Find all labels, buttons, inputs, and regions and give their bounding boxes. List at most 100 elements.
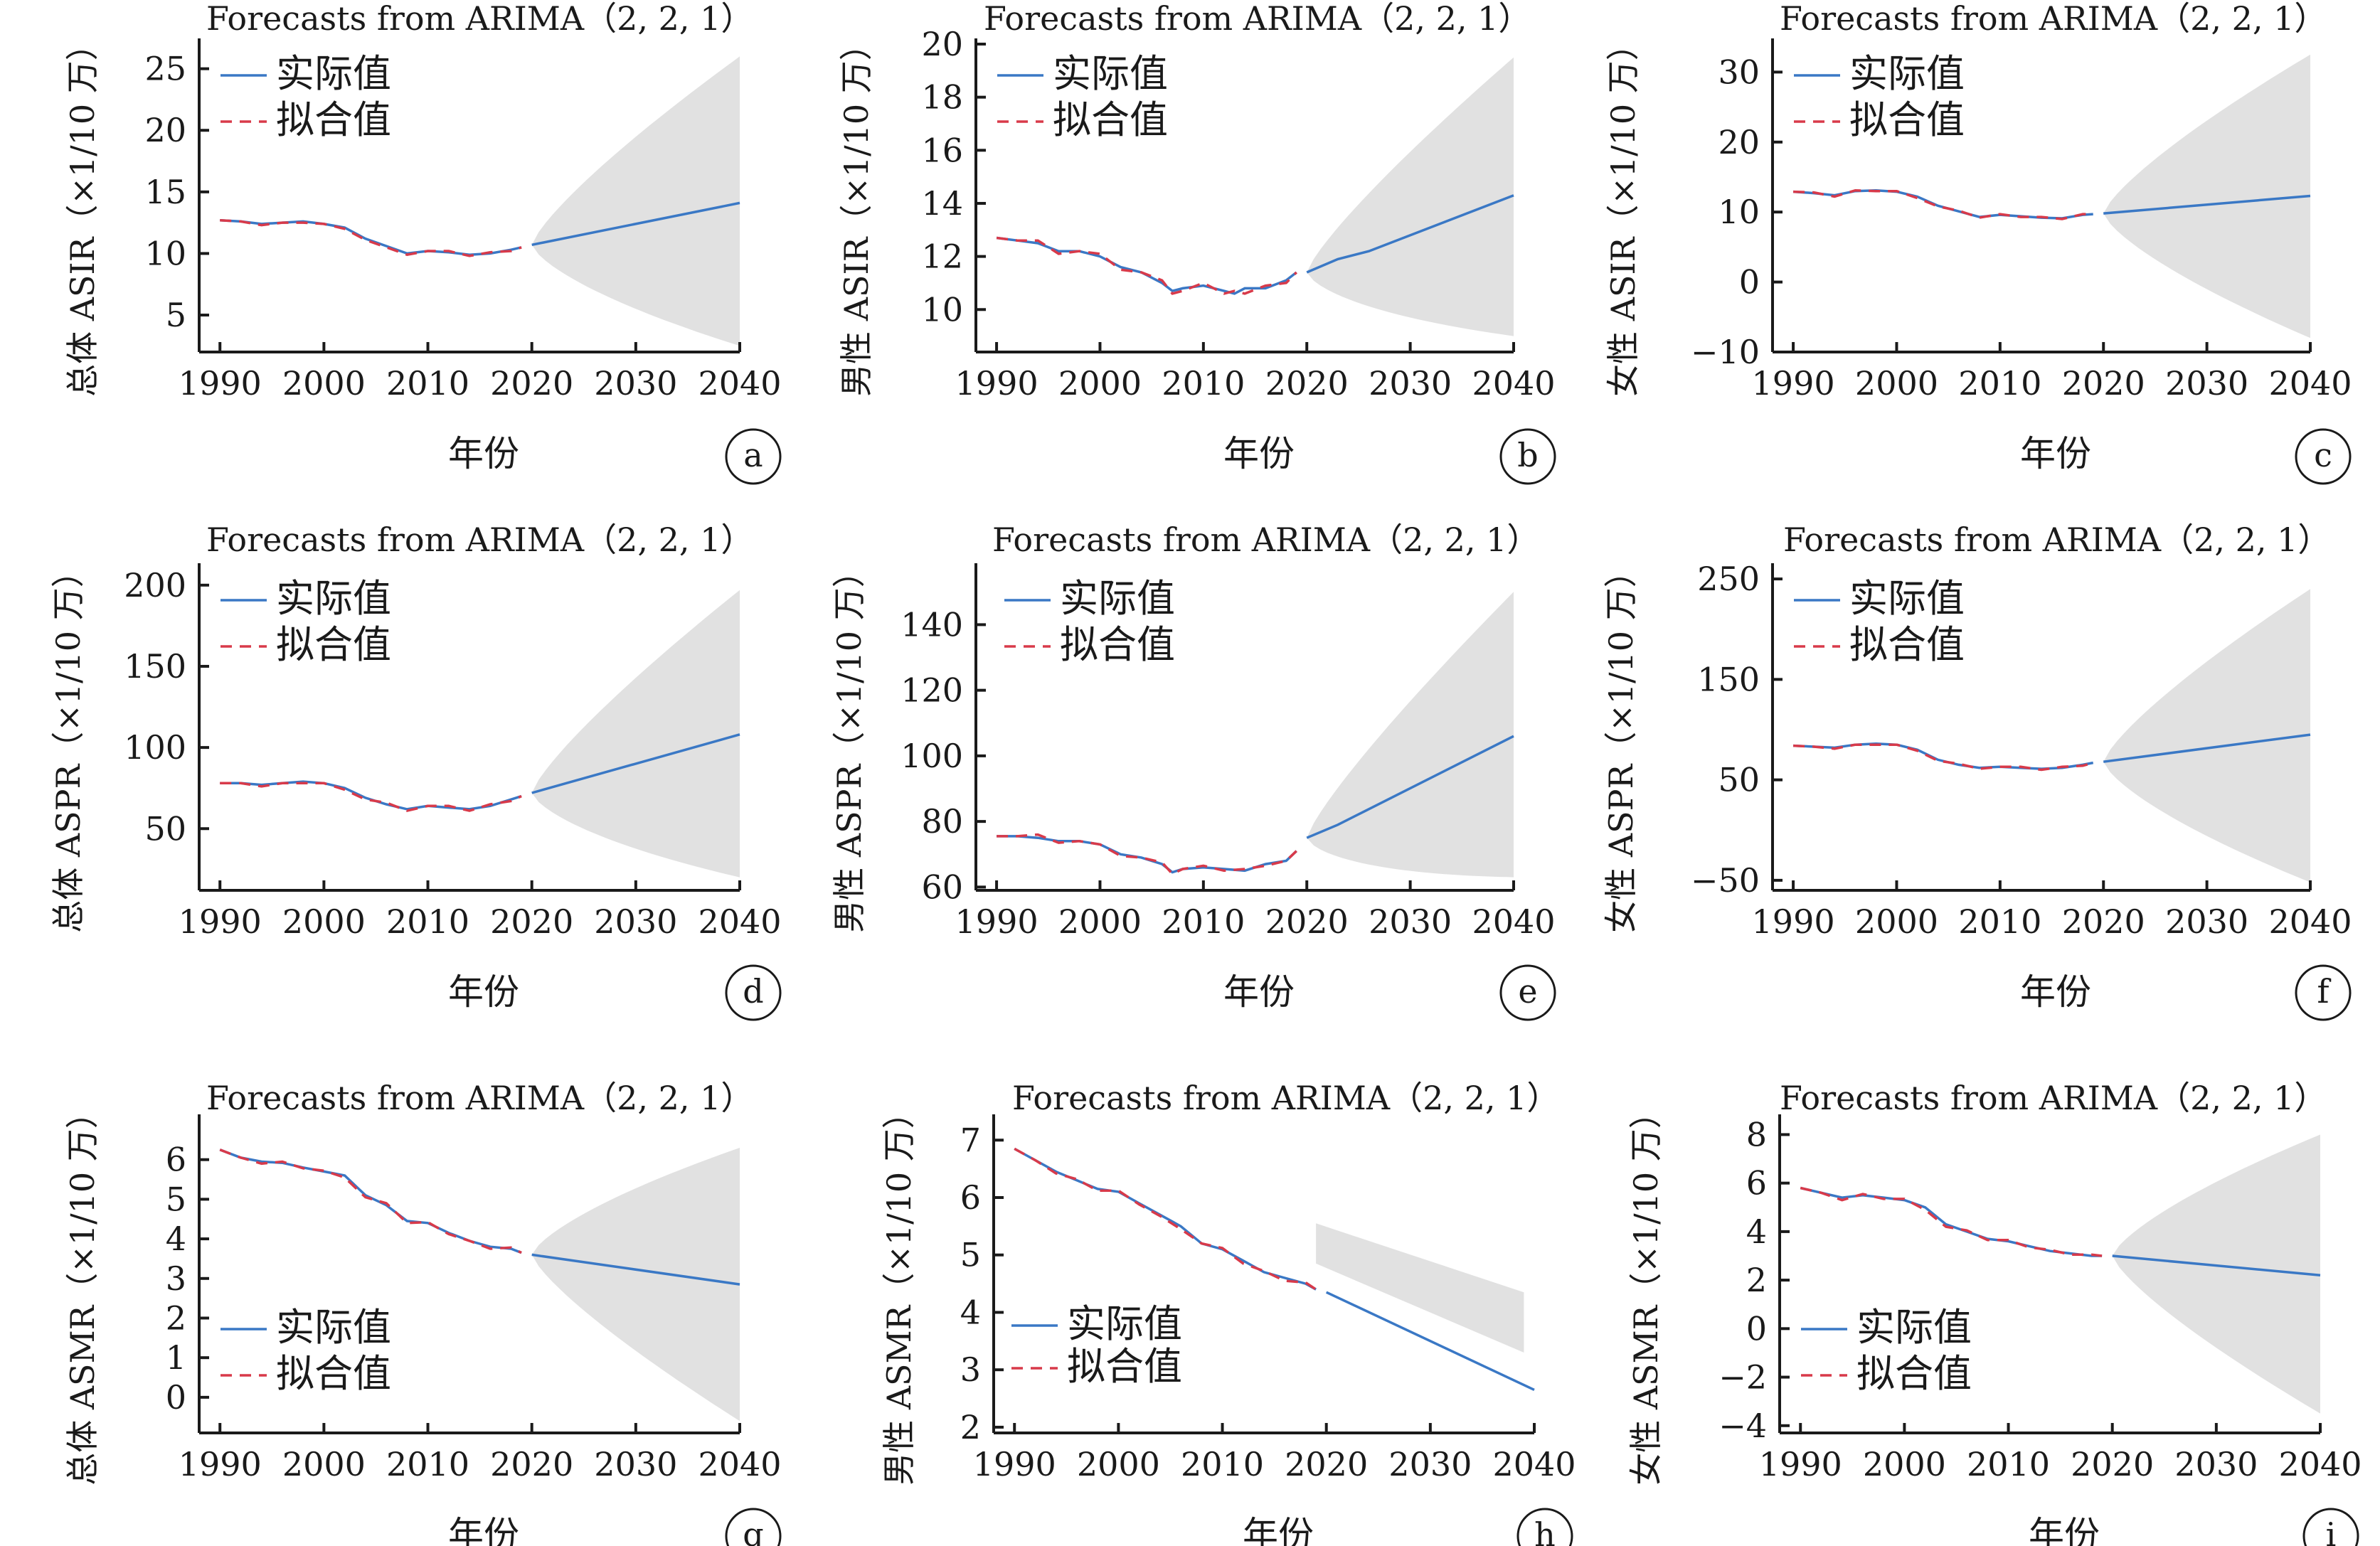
forecast-line	[1325, 1291, 1535, 1391]
y-axis-label: 总体 ASMR（×1/10 万）	[63, 1096, 102, 1486]
legend-fitted-label: 拟合值	[276, 1351, 391, 1396]
y-tick-label: 100	[124, 728, 186, 767]
legend-actual-label: 实际值	[276, 51, 391, 96]
x-tick-label: 2040	[1492, 1445, 1576, 1483]
chart-title: Forecasts from ARIMA（2, 2, 1）	[1780, 0, 2327, 38]
series-fitted-line	[1800, 1186, 2103, 1257]
y-tick-label: 12	[921, 238, 963, 276]
panel-label: i	[2326, 1515, 2337, 1546]
y-axis-label: 男性 ASPR（×1/10 万）	[830, 555, 868, 932]
forecast-band	[531, 56, 740, 346]
panel-label-circle	[1499, 428, 1556, 485]
y-tick-label: 60	[921, 868, 963, 906]
x-tick-label: 1990	[955, 902, 1038, 941]
x-tick-label: 2030	[594, 902, 677, 941]
x-tick-label: 2000	[1058, 902, 1142, 941]
x-tick-label: 2040	[2278, 1445, 2362, 1483]
panel-label-circle	[2302, 1508, 2359, 1546]
x-axis-label: 年份	[2020, 971, 2091, 1013]
legend-fitted-label: 拟合值	[276, 97, 391, 142]
x-tick-label: 2040	[698, 902, 781, 941]
panel-label: e	[1518, 972, 1537, 1011]
forecast-line	[531, 201, 740, 247]
y-tick-label: 1	[166, 1338, 186, 1377]
x-tick-label: 2000	[1077, 1445, 1160, 1483]
x-tick-label: 2000	[282, 902, 366, 941]
forecast-band	[1307, 57, 1514, 336]
y-tick-label: 20	[144, 111, 186, 149]
y-tick-label: 18	[921, 78, 963, 117]
y-tick-label: 2	[960, 1408, 981, 1446]
series-fitted-line	[1793, 743, 2094, 772]
y-tick-label: 6	[1746, 1164, 1767, 1203]
x-tick-label: 2040	[2268, 364, 2352, 403]
forecast-line	[531, 1253, 740, 1286]
y-tick-label: 10	[144, 234, 186, 272]
y-tick-label: 30	[1718, 53, 1760, 91]
y-tick-label: −4	[1718, 1407, 1767, 1445]
y-axis-label: 女性 ASPR（×1/10 万）	[1602, 555, 1640, 932]
forecast-band	[2103, 589, 2310, 883]
x-axis-label: 年份	[1223, 971, 1295, 1013]
x-tick-label: 1990	[179, 1445, 262, 1483]
chart-panel-e: 1990 2000 2010 2020 2030 2040 60 80 100 120 140 For…	[830, 521, 1556, 1021]
x-tick-label: 2010	[386, 364, 469, 403]
x-axis-label: 年份	[2020, 433, 2091, 474]
y-axis-label: 总体 ASIR（×1/10 万）	[63, 28, 102, 397]
y-tick-label: 50	[144, 809, 186, 848]
y-tick-label: 80	[921, 802, 963, 841]
y-tick-label: 50	[1718, 761, 1760, 799]
legend-actual-label: 实际值	[1053, 51, 1168, 96]
x-tick-label: 2000	[282, 364, 366, 403]
legend-actual-label: 实际值	[1067, 1301, 1182, 1346]
x-tick-label: 2020	[490, 1445, 573, 1483]
x-tick-label: 1990	[973, 1445, 1056, 1483]
y-tick-label: 20	[921, 25, 963, 63]
forecast-band	[2103, 54, 2310, 338]
panel-label: f	[2317, 972, 2331, 1011]
x-axis-label: 年份	[448, 971, 519, 1013]
x-tick-label: 2010	[1162, 902, 1245, 941]
forecast-band	[531, 590, 740, 878]
x-tick-label: 2030	[2165, 902, 2248, 941]
legend-fitted-label: 拟合值	[1067, 1344, 1182, 1389]
x-axis-label: 年份	[2029, 1514, 2100, 1546]
panel-label: c	[2314, 436, 2332, 474]
y-tick-label: 8	[1746, 1115, 1767, 1153]
chart-title: Forecasts from ARIMA（2, 2, 1）	[206, 521, 753, 559]
y-tick-label: 6	[960, 1178, 981, 1217]
x-tick-label: 2010	[386, 902, 469, 941]
legend-actual-label: 实际值	[1849, 576, 1965, 621]
y-tick-label: 5	[166, 1180, 186, 1218]
y-tick-label: 10	[1718, 193, 1760, 231]
panel-label-circle	[1499, 964, 1556, 1021]
series-actual-line	[219, 1148, 522, 1254]
y-tick-label: 14	[921, 184, 963, 223]
y-tick-label: 150	[124, 647, 186, 686]
panel-label: a	[743, 436, 763, 474]
x-tick-label: 2030	[2165, 364, 2248, 403]
legend-actual-label: 实际值	[276, 576, 391, 621]
series-fitted-line	[220, 218, 522, 257]
x-tick-label: 2030	[1388, 1445, 1472, 1483]
chart-title: Forecasts from ARIMA（2, 2, 1）	[1783, 521, 2330, 559]
x-tick-label: 2020	[1265, 902, 1349, 941]
x-tick-label: 1990	[955, 364, 1038, 403]
x-tick-label: 2010	[1958, 902, 2041, 941]
x-tick-label: 1990	[1752, 364, 1835, 403]
x-tick-label: 2020	[2062, 364, 2145, 403]
legend-actual-label: 实际值	[276, 1305, 391, 1350]
forecast-band	[1307, 592, 1514, 878]
legend-actual-label: 实际值	[1849, 51, 1965, 96]
x-tick-label: 2020	[2071, 1445, 2154, 1483]
x-tick-label: 1990	[179, 902, 262, 941]
y-tick-label: 10	[921, 290, 963, 329]
x-tick-label: 1990	[1752, 902, 1835, 941]
panel-label: g	[743, 1515, 763, 1546]
chart-title: Forecasts from ARIMA（2, 2, 1）	[984, 0, 1531, 38]
x-axis-label: 年份	[1223, 433, 1295, 474]
panel-label-circle	[725, 964, 782, 1021]
y-tick-label: 200	[124, 566, 186, 604]
panel-label: b	[1517, 436, 1538, 474]
series-actual-line	[1014, 1147, 1317, 1291]
